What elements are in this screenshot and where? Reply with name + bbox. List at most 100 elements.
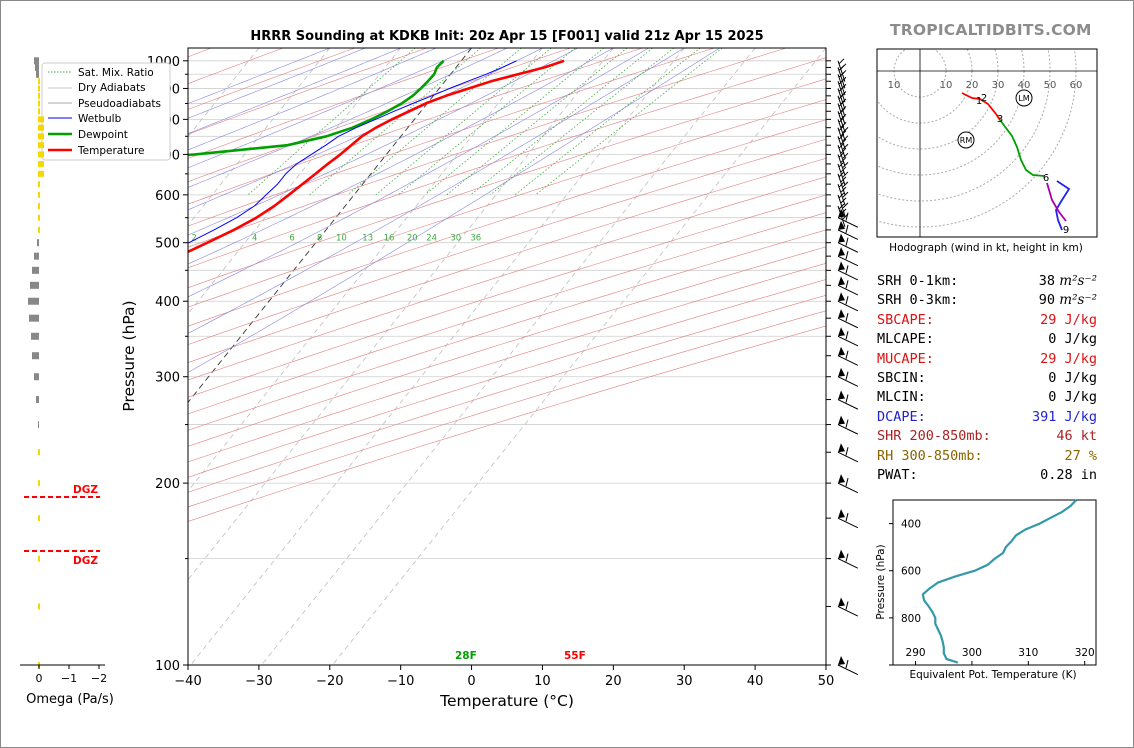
stat-row: SHR 200-850mb: 46 kt (877, 427, 1097, 446)
wind-barb (837, 443, 859, 463)
omega-bar (38, 116, 44, 123)
skewt-x-label: Temperature (°C) (439, 692, 574, 710)
wetbulb-profile (188, 60, 517, 244)
x-tick-label: 0 (467, 674, 475, 689)
stat-value: 90 m²s⁻² (1039, 291, 1097, 310)
skewt-plot-frame (187, 47, 827, 666)
left-mover-marker (1015, 89, 1033, 107)
wind-barb (837, 133, 849, 158)
skewt-x-axis: −40 −30 −20 −10 0 10 20 30 40 50 (174, 665, 834, 689)
wind-barb (837, 309, 859, 329)
omega-bar (32, 352, 39, 360)
wind-barb (837, 125, 849, 149)
skewt-lines: 2 4 6 8 10 13 16 20 24 30 36 (188, 59, 565, 254)
sounding-parameters: SRH 0-1km: 38 m²s⁻² SRH 0-3km: 90 m²s⁻² SBCA… (877, 272, 1097, 485)
hodo-ring-label-20: 20 (966, 80, 979, 91)
wind-barb (837, 390, 859, 410)
stat-row: DCAPE: 391 J/kg (877, 408, 1097, 427)
x-tick-label: −20 (316, 674, 343, 689)
omega-bar (38, 555, 40, 562)
mixing-ratio-label: 30 (450, 234, 461, 244)
theta-e-y-tick: 800 (901, 613, 921, 625)
hodo-height-6: 6 (1043, 173, 1049, 184)
stat-number: 29 J/kg (1040, 350, 1097, 367)
stat-value: 29 J/kg (1040, 350, 1097, 369)
y-tick-label: 300 (155, 371, 180, 386)
theta-e-x-label: Equivalent Pot. Temperature (K) (909, 669, 1076, 681)
omega-bar (38, 85, 40, 92)
surface-dewpoint-label: 28F (455, 650, 477, 662)
wind-barb (837, 93, 847, 117)
stat-number: 38 (1038, 273, 1056, 289)
omega-bar (38, 181, 40, 188)
stat-value: 0.28 in (1040, 466, 1097, 485)
skewt-title: HRRR Sounding at KDKB Init: 20z Apr 15 [… (250, 29, 763, 44)
theta-e-panel: 290 300 310 320 400 600 800 Equivalent Pot. Te… (875, 499, 1097, 681)
right-mover-marker (957, 131, 975, 149)
mixing-ratio-label: 13 (362, 234, 373, 244)
omega-bar (38, 160, 44, 167)
hodograph-trace-9-12km (1046, 182, 1067, 222)
omega-bar (34, 57, 39, 65)
wind-barb (837, 117, 849, 141)
stat-number: 0 J/kg (1048, 389, 1097, 406)
theta-e-y-tick: 400 (901, 519, 921, 531)
legend-pseudoadiabats: Pseudoadiabats (78, 98, 161, 110)
hodo-ring-label-30: 30 (992, 80, 1005, 91)
wind-barb (837, 327, 859, 347)
omega-bar (36, 70, 39, 78)
stat-row: PWAT: 0.28 in (877, 466, 1097, 485)
wind-barb (837, 276, 859, 296)
stat-label: RH 300-850mb: (877, 447, 983, 464)
stat-value: 391 J/kg (1032, 408, 1097, 427)
temperature-profile (188, 59, 565, 254)
omega-bar (38, 226, 40, 233)
omega-bar (38, 191, 40, 198)
skewt-grid (188, 48, 826, 665)
y-tick-label: 100 (155, 659, 180, 674)
wind-barb (837, 549, 859, 569)
wind-barb (837, 346, 859, 366)
omega-bar (38, 480, 40, 487)
stat-unit: m²s⁻² (1055, 273, 1097, 289)
omega-bar (28, 297, 39, 305)
mixing-ratio-label: 4 (252, 234, 257, 244)
hodo-ring-label-60: 60 (1070, 80, 1083, 91)
mixing-ratio-label: 2 (192, 234, 197, 244)
omega-bar (38, 124, 44, 131)
omega-bar (34, 373, 39, 381)
theta-e-y-label: Pressure (hPa) (875, 544, 887, 619)
legend-temperature: Temperature (77, 145, 145, 157)
wind-barb (837, 101, 847, 125)
wind-barb (837, 161, 849, 185)
legend-dry-adiabats: Dry Adiabats (78, 82, 146, 94)
omega-tick-2: −2 (91, 672, 107, 685)
stat-value: 0 J/kg (1048, 369, 1097, 388)
hodo-height-2: 2 (981, 93, 987, 104)
x-tick-label: 40 (747, 674, 764, 689)
theta-e-axes: 290 300 310 320 400 600 800 (889, 519, 1095, 666)
stat-row: SBCAPE: 29 J/kg (877, 311, 1097, 330)
stat-value: 0 J/kg (1048, 388, 1097, 407)
x-tick-label: −10 (387, 674, 414, 689)
theta-e-profile (921, 499, 1078, 664)
wind-barb (837, 367, 859, 387)
x-tick-label: 30 (676, 674, 693, 689)
wind-barb (837, 220, 859, 240)
mixing-ratio-label: 6 (289, 234, 294, 244)
skewt-legend: Sat. Mix. Ratio Dry Adiabats Pseudoadiab… (41, 62, 171, 161)
dewpoint-profile (188, 59, 445, 157)
wind-barb (837, 208, 859, 228)
hodo-ring-label-left: 10 (888, 80, 901, 91)
wind-barb (837, 415, 859, 435)
theta-e-x-tick: 310 (1018, 647, 1038, 659)
skewt-chart: HRRR Sounding at KDKB Init: 20z Apr 15 [… (41, 29, 859, 710)
omega-bar (38, 603, 40, 610)
stat-row: MLCIN: 0 J/kg (877, 388, 1097, 407)
omega-bar (29, 314, 39, 322)
omega-bar (38, 214, 40, 221)
x-tick-label: 20 (605, 674, 622, 689)
stat-row: SRH 0-1km: 38 m²s⁻² (877, 272, 1097, 291)
brand-watermark: TROPICALTIDBITS.COM (890, 21, 1092, 39)
omega-panel: DGZ DGZ 0 −1 −2 Omega (Pa/s) (20, 57, 114, 707)
